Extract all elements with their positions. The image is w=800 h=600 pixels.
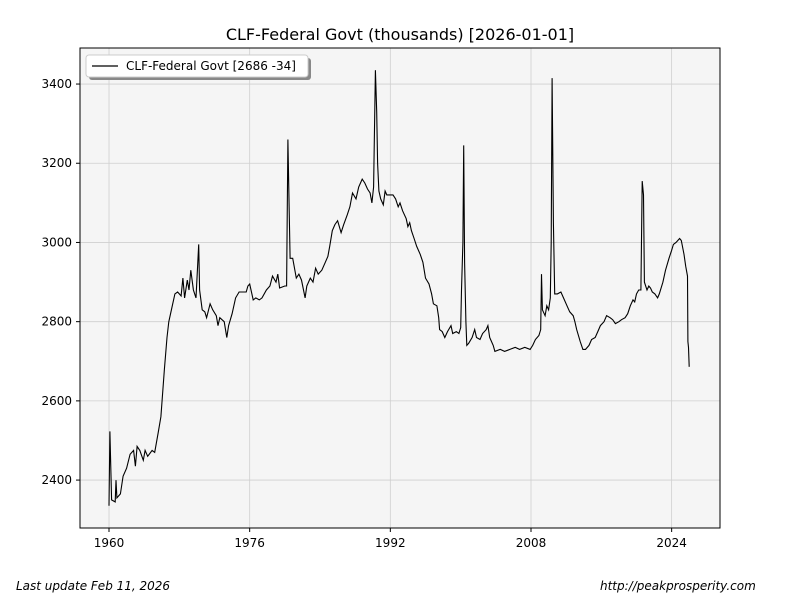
legend: CLF-Federal Govt [2686 -34] <box>85 54 311 80</box>
y-tick-label: 3000 <box>41 235 72 249</box>
y-tick-label: 3200 <box>41 156 72 170</box>
x-tick-label: 2024 <box>656 536 687 550</box>
x-tick-label: 2008 <box>516 536 547 550</box>
series-line-clf-federal-govt <box>108 70 690 506</box>
chart-title: CLF-Federal Govt (thousands) [2026-01-01… <box>226 25 574 44</box>
x-tick-label: 1976 <box>234 536 265 550</box>
y-tick-label: 2600 <box>41 394 72 408</box>
y-tick-label: 2800 <box>41 315 72 329</box>
x-tick-label: 1992 <box>375 536 406 550</box>
legend-label: CLF-Federal Govt [2686 -34] <box>126 59 296 73</box>
y-tick-label: 2400 <box>41 473 72 487</box>
plot-area <box>80 48 720 528</box>
source-url-text: http://peakprosperity.com <box>600 579 756 593</box>
last-update-text: Last update Feb 11, 2026 <box>16 579 171 593</box>
y-tick-label: 3400 <box>41 77 72 91</box>
x-tick-label: 1960 <box>94 536 125 550</box>
plot-frame <box>79 47 721 529</box>
